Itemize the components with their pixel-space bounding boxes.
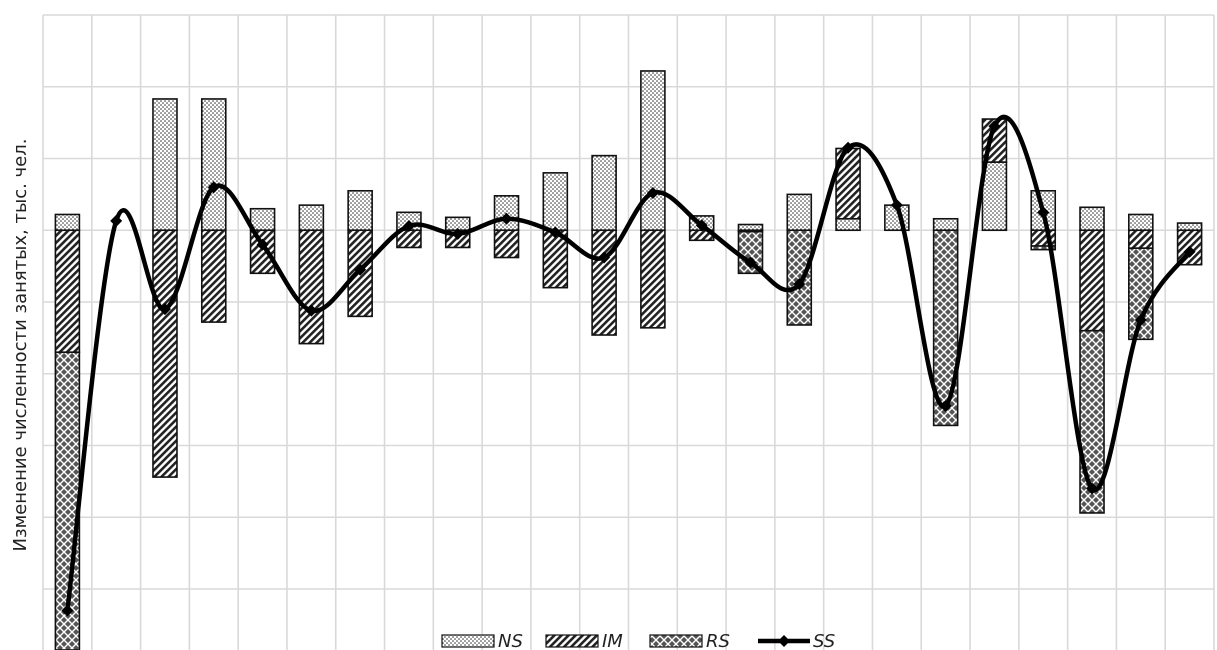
ss-point-1 xyxy=(61,604,74,617)
bar-rs-21 xyxy=(1030,245,1057,251)
bar-ns-7 xyxy=(347,189,373,232)
ss-point-10 xyxy=(500,212,513,225)
bar-ns-11 xyxy=(542,172,569,232)
ss-point-8 xyxy=(402,219,415,232)
ss-point-6 xyxy=(305,304,318,317)
bar-im-22 xyxy=(1079,229,1105,332)
bar-ns-3 xyxy=(152,98,178,232)
legend-label-ns: NS xyxy=(498,631,523,650)
legend: NS IM RS SS xyxy=(441,631,835,650)
ss-point-17 xyxy=(842,141,855,154)
bar-im-10 xyxy=(493,229,520,259)
bar-im-12 xyxy=(591,229,617,336)
ss-point-20 xyxy=(988,120,1001,133)
ss-point-18 xyxy=(890,199,903,212)
ss-point-3 xyxy=(158,303,171,316)
ss-point-19 xyxy=(939,400,952,413)
legend-label-im: IM xyxy=(602,631,623,650)
bar-im-1 xyxy=(54,229,81,354)
bar-ns-4 xyxy=(200,98,227,232)
legend-swatch-ns xyxy=(441,634,495,648)
bar-ns-13 xyxy=(640,70,666,232)
ss-point-22 xyxy=(1086,482,1099,495)
ss-point-16 xyxy=(793,278,806,291)
legend-marker-ss xyxy=(778,635,790,647)
ss-point-21 xyxy=(1037,206,1050,219)
bar-ns-12 xyxy=(591,154,617,232)
bar-im-6 xyxy=(298,229,325,345)
ss-point-14 xyxy=(695,219,708,232)
ss-line-layer xyxy=(61,114,1196,617)
bar-ns-1 xyxy=(54,213,81,232)
bar-ns-19 xyxy=(932,217,959,232)
legend-swatch-im xyxy=(545,634,599,648)
bar-ns-20 xyxy=(981,161,1008,232)
ss-point-9 xyxy=(451,227,464,240)
y-axis-label: Изменение численности занятых, тыс. чел. xyxy=(10,139,31,552)
bar-ns-17 xyxy=(835,217,861,232)
ss-point-13 xyxy=(646,186,659,199)
bar-ns-24 xyxy=(1176,222,1203,232)
bar-ns-15 xyxy=(737,223,764,232)
bar-im-4 xyxy=(200,229,227,323)
ss-point-12 xyxy=(598,251,611,264)
ss-point-24 xyxy=(1183,245,1196,258)
ss-point-2 xyxy=(110,214,123,227)
bar-im-5 xyxy=(249,229,276,275)
bar-im-11 xyxy=(542,229,569,289)
gridlines xyxy=(42,14,1215,650)
bar-rs-16 xyxy=(786,229,813,326)
bar-ns-16 xyxy=(786,193,813,232)
legend-label-rs: RS xyxy=(706,631,730,650)
bar-im-3 xyxy=(152,229,178,478)
bar-ns-23 xyxy=(1128,213,1154,232)
ss-point-23 xyxy=(1134,313,1147,326)
bar-im-23 xyxy=(1128,229,1154,249)
ss-point-4 xyxy=(207,181,220,194)
bar-im-13 xyxy=(640,229,666,329)
legend-label-ss: SS xyxy=(813,631,835,650)
ss-point-7 xyxy=(354,263,367,276)
bar-ns-5 xyxy=(249,207,276,232)
legend-swatch-rs xyxy=(649,634,703,648)
ss-point-5 xyxy=(256,238,269,251)
bar-ns-6 xyxy=(298,204,325,232)
ss-point-15 xyxy=(744,256,757,269)
bar-ns-22 xyxy=(1079,206,1105,232)
ss-point-11 xyxy=(549,226,562,239)
